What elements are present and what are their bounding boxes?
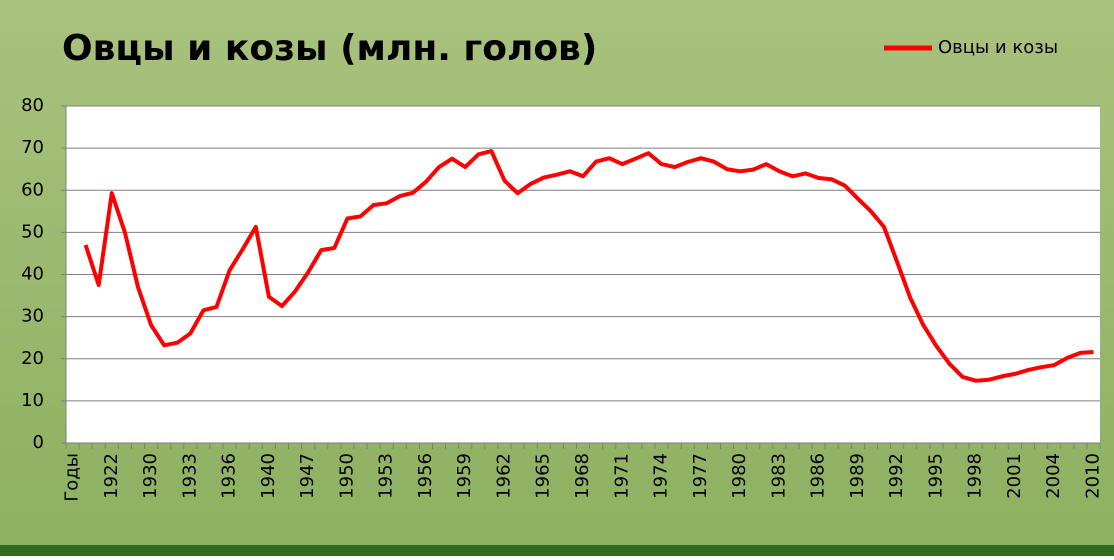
x-tick-label: 1986 xyxy=(808,453,829,499)
data-line xyxy=(83,149,1094,383)
x-tick-label: 1995 xyxy=(925,453,946,499)
x-tick-label: 1968 xyxy=(572,453,593,499)
x-tick-label: 1930 xyxy=(140,453,161,499)
x-tick-label: 1950 xyxy=(336,453,357,499)
y-tick-label: 80 xyxy=(21,95,44,116)
x-tick-label: 1998 xyxy=(965,453,986,499)
legend: Овцы и козы xyxy=(884,37,1058,58)
x-tick-label: 2004 xyxy=(1043,453,1064,499)
x-tick-label: 2001 xyxy=(1004,453,1025,499)
y-tick-label: 0 xyxy=(33,432,44,453)
x-tick-label: 1971 xyxy=(611,453,632,499)
bottom-bar xyxy=(0,545,1114,556)
x-tick-label: Годы xyxy=(62,453,83,502)
chart-title: Овцы и козы (млн. голов) xyxy=(62,28,597,69)
x-tick-label: 1989 xyxy=(847,453,868,499)
x-tick-label: 1936 xyxy=(219,453,240,499)
x-tick-label: 1947 xyxy=(297,453,318,499)
x-tick-label: 1956 xyxy=(415,453,436,499)
x-tick-label: 1977 xyxy=(690,453,711,499)
x-tick-label: 1940 xyxy=(258,453,279,499)
y-tick-label: 70 xyxy=(21,137,44,158)
x-tick-label: 1953 xyxy=(376,453,397,499)
x-tick-label: 1965 xyxy=(533,453,554,499)
y-tick-label: 40 xyxy=(21,264,44,285)
y-tick-label: 50 xyxy=(21,221,44,242)
x-tick-label: 1980 xyxy=(729,453,750,499)
legend-label: Овцы и козы xyxy=(938,37,1058,58)
x-tick-label: 1962 xyxy=(493,453,514,499)
x-tick-label: 1959 xyxy=(454,453,475,499)
x-tick-label: 1922 xyxy=(101,453,122,499)
y-tick-label: 20 xyxy=(21,348,44,369)
x-tick-label: 1983 xyxy=(768,453,789,499)
x-tick-label: 1933 xyxy=(179,453,200,499)
x-tick-label: 1974 xyxy=(651,453,672,499)
y-tick-label: 30 xyxy=(21,306,44,327)
x-tick-label: 1992 xyxy=(886,453,907,499)
x-tick-label: 2010 xyxy=(1082,453,1103,499)
y-tick-label: 10 xyxy=(21,390,44,411)
y-tick-label: 60 xyxy=(21,179,44,200)
